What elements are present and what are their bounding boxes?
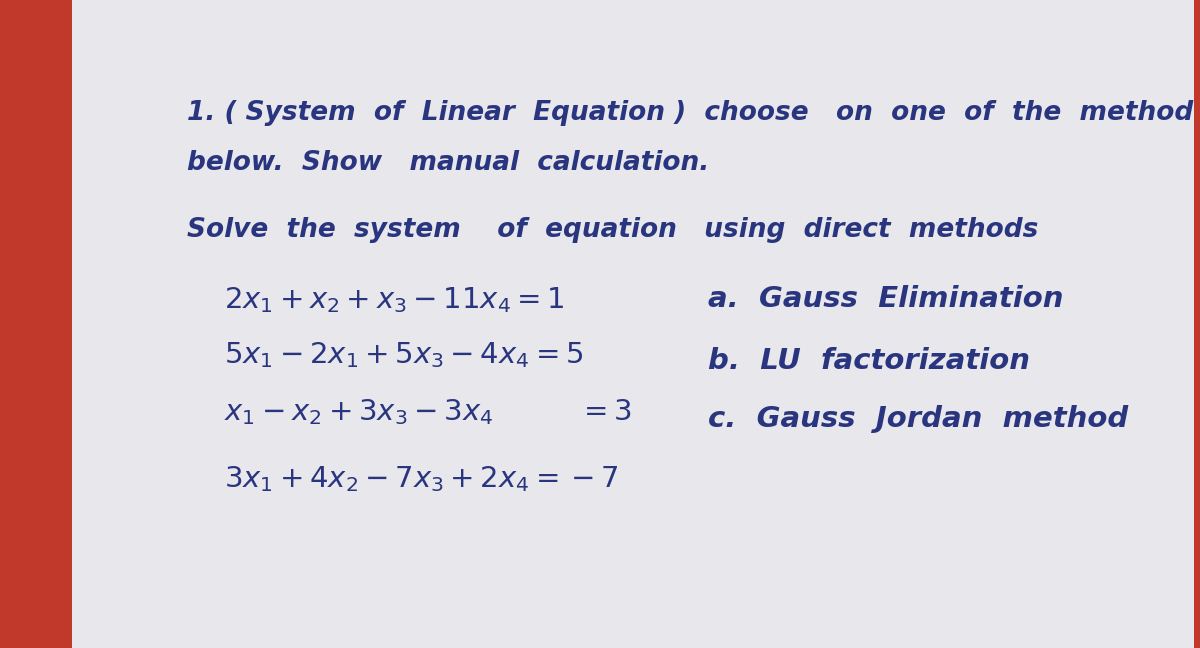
Text: below.  Show   manual  calculation.: below. Show manual calculation. xyxy=(187,150,709,176)
Text: $x_1 - x_2 + 3x_3 - 3x_4 \quad\quad\quad = 3$: $x_1 - x_2 + 3x_3 - 3x_4 \quad\quad\quad… xyxy=(224,397,632,427)
Text: Solve  the  system    of  equation   using  direct  methods: Solve the system of equation using direc… xyxy=(187,218,1038,244)
Text: $2x_1 + x_2 + x_3 - 11x_4 = 1$: $2x_1 + x_2 + x_3 - 11x_4 = 1$ xyxy=(224,285,565,315)
Text: $5x_1 - 2x_1 + 5x_3 - 4x_4 = 5$: $5x_1 - 2x_1 + 5x_3 - 4x_4 = 5$ xyxy=(224,340,583,369)
Text: a.  Gauss  Elimination: a. Gauss Elimination xyxy=(708,285,1063,313)
Text: 1. ( System  of  Linear  Equation )  choose   on  one  of  the  method: 1. ( System of Linear Equation ) choose … xyxy=(187,100,1194,126)
Text: b.  LU  factorization: b. LU factorization xyxy=(708,347,1030,375)
Text: $3x_1 + 4x_2 - 7x_3 + 2x_4 = -7$: $3x_1 + 4x_2 - 7x_3 + 2x_4 = -7$ xyxy=(224,465,619,494)
Text: c.  Gauss  Jordan  method: c. Gauss Jordan method xyxy=(708,404,1128,433)
